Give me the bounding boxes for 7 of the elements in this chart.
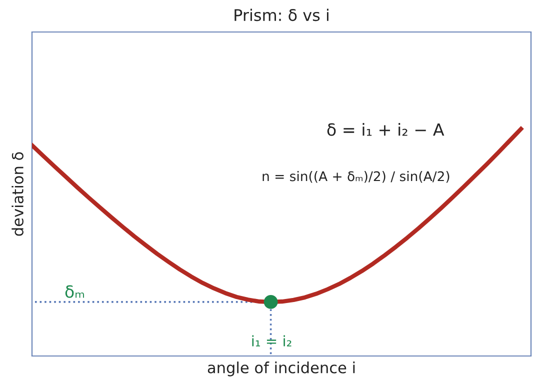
chart-title: Prism: δ vs i [234, 8, 328, 22]
y-axis-title: deviation δ [12, 152, 24, 236]
annotation: δ = i₁ + i₂ − A [327, 123, 444, 136]
annotation: n = sin((A + δₘ)/2) / sin(A/2) [262, 171, 450, 183]
x-axis-title: angle of incidence i [208, 362, 355, 376]
annotation: i₁ = i₂ [252, 335, 292, 346]
annotation: δₘ [65, 285, 84, 298]
